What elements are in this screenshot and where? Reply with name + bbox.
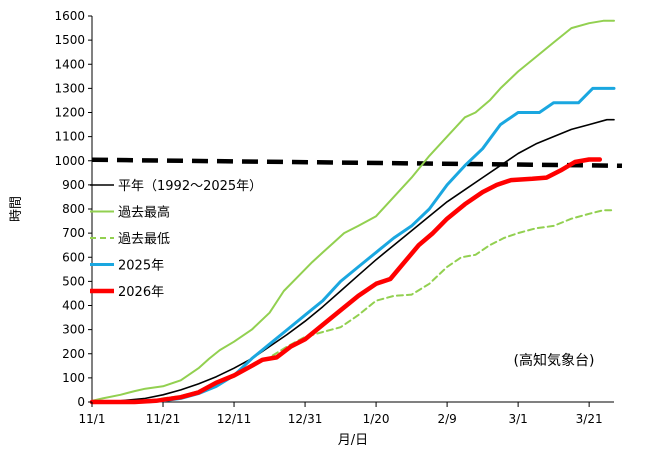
y-tick-label: 0 (77, 395, 85, 409)
y-tick-label: 1300 (54, 81, 85, 95)
y-tick-label: 1400 (54, 57, 85, 71)
y-tick-label: 1000 (54, 154, 85, 168)
plot-area (91, 16, 614, 403)
y-tick-label: 700 (62, 226, 85, 240)
series-line-1 (91, 19, 615, 402)
y-tick-label: 400 (62, 299, 85, 313)
reference-line-1000 (91, 157, 623, 168)
series-line-2 (91, 209, 615, 403)
x-tick-label: 3/21 (576, 412, 603, 426)
x-tick-label: 11/21 (146, 412, 181, 426)
x-axis-ticks: 11/1 11/21 12/11 12/31 1/20 2/9 3/1 3/21 (79, 402, 603, 426)
x-tick-label: 12/11 (217, 412, 252, 426)
legend-label-0: 平年（1992～2025年） (118, 179, 262, 194)
series-layer (89, 19, 616, 405)
x-axis-label: 月/日 (338, 433, 368, 448)
legend-label-3: 2025年 (118, 259, 164, 274)
x-tick-label: 3/1 (508, 412, 527, 426)
y-tick-label: 100 (62, 371, 85, 385)
y-tick-label: 300 (62, 323, 85, 337)
y-tick-label: 1100 (54, 130, 85, 144)
y-tick-label: 900 (62, 178, 85, 192)
legend-label-2: 過去最低 (118, 232, 170, 247)
y-tick-label: 1600 (54, 9, 85, 23)
station-note: (高知気象台) (514, 352, 595, 369)
x-tick-label: 11/1 (79, 412, 106, 426)
y-axis-label: 時間 (9, 196, 24, 222)
y-tick-label: 1500 (54, 33, 85, 47)
series-line-0 (91, 118, 615, 403)
legend-label-4: 2026年 (118, 285, 164, 300)
y-tick-label: 1200 (54, 106, 85, 120)
x-tick-label: 1/20 (363, 412, 390, 426)
y-tick-label: 200 (62, 347, 85, 361)
x-tick-label: 12/31 (288, 412, 323, 426)
x-tick-label: 2/9 (437, 412, 456, 426)
y-tick-label: 800 (62, 202, 85, 216)
reference-line-layer (91, 157, 623, 168)
legend-label-1: 過去最高 (118, 205, 170, 221)
y-axis-ticks: 0 100 200 300 400 500 600 700 800 900 1000 1100 1200… (54, 9, 92, 409)
y-tick-label: 500 (62, 274, 85, 288)
series-line-4 (89, 157, 603, 405)
y-tick-label: 600 (62, 250, 85, 264)
